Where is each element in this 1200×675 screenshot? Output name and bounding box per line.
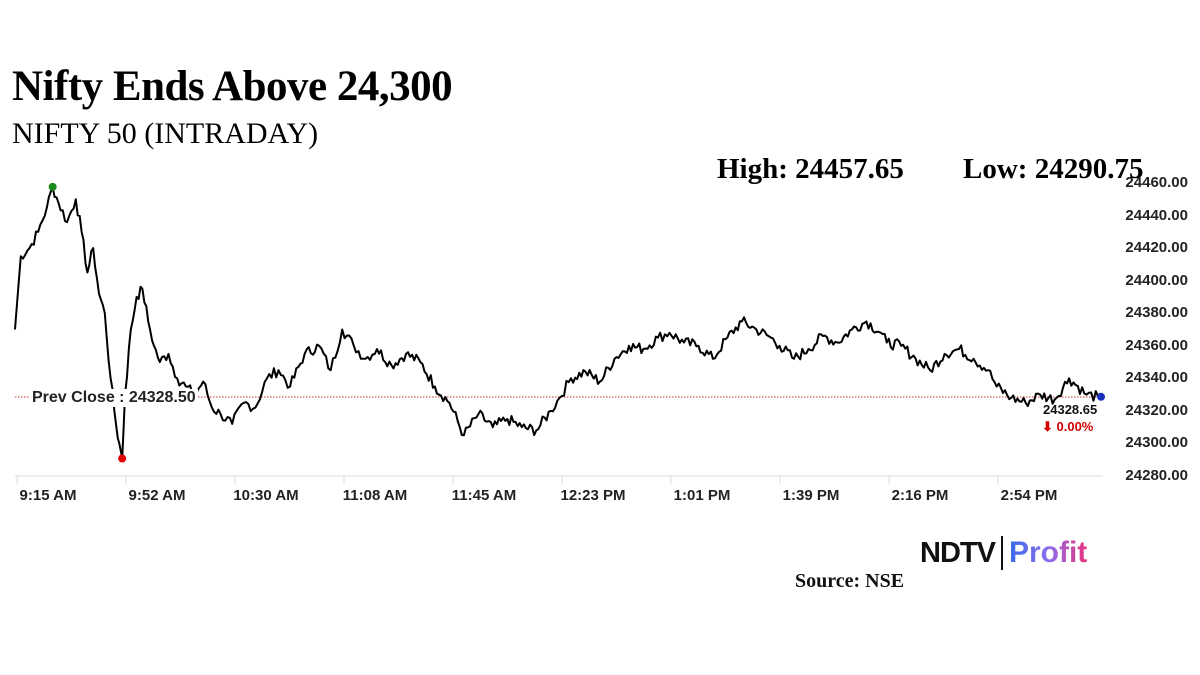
profit-wordmark: Profit	[1008, 536, 1088, 569]
source-note: Source: NSE	[795, 570, 905, 592]
low-marker	[118, 454, 127, 463]
x-tick-label: 2:54 PM	[1000, 487, 1058, 504]
prev-close-label: Prev Close : 24328.50	[30, 389, 198, 407]
chart-subtitle: NIFTY 50 (INTRADAY)	[12, 117, 319, 150]
low-label: Low: 24290.75	[963, 153, 1144, 185]
y-tick-label: 24300.00	[1125, 434, 1188, 452]
y-tick-label: 24380.00	[1125, 304, 1188, 322]
y-tick-label: 24360.00	[1125, 336, 1188, 354]
chart-title: Nifty Ends Above 24,300	[12, 63, 453, 110]
change-percent-label: ⬇ 0.00%	[1042, 419, 1094, 434]
x-tick-label: 12:23 PM	[560, 487, 626, 504]
x-tick-label: 9:52 AM	[128, 487, 186, 504]
y-tick-label: 24440.00	[1125, 206, 1188, 224]
ndtv-profit-logo: NDTV Profit	[920, 536, 1087, 570]
y-tick-label: 24320.00	[1125, 401, 1188, 419]
logo-divider	[1000, 536, 1003, 570]
y-tick-label: 24280.00	[1125, 467, 1188, 484]
y-tick-label: 24420.00	[1125, 239, 1188, 257]
last-marker	[1097, 392, 1105, 401]
x-tick-label: 1:01 PM	[673, 487, 731, 504]
x-tick-label: 1:39 PM	[782, 487, 840, 504]
x-tick-label: 9:15 AM	[19, 487, 77, 504]
y-tick-label: 24460.00	[1125, 174, 1188, 191]
x-tick-label: 11:45 AM	[451, 487, 517, 504]
y-tick-label: 24400.00	[1125, 271, 1188, 289]
x-tick-label: 11:08 AM	[342, 487, 408, 504]
high-label: High: 24457.65	[717, 153, 904, 185]
x-tick-label: 2:16 PM	[891, 487, 949, 504]
x-tick-label: 10:30 AM	[233, 487, 299, 504]
price-line	[14, 185, 1100, 460]
high-marker	[48, 182, 57, 191]
x-axis-ticks	[16, 476, 999, 484]
ndtv-wordmark: NDTV	[920, 536, 996, 569]
last-value-label: 24328.65	[1043, 402, 1098, 417]
y-tick-label: 24340.00	[1125, 369, 1188, 387]
